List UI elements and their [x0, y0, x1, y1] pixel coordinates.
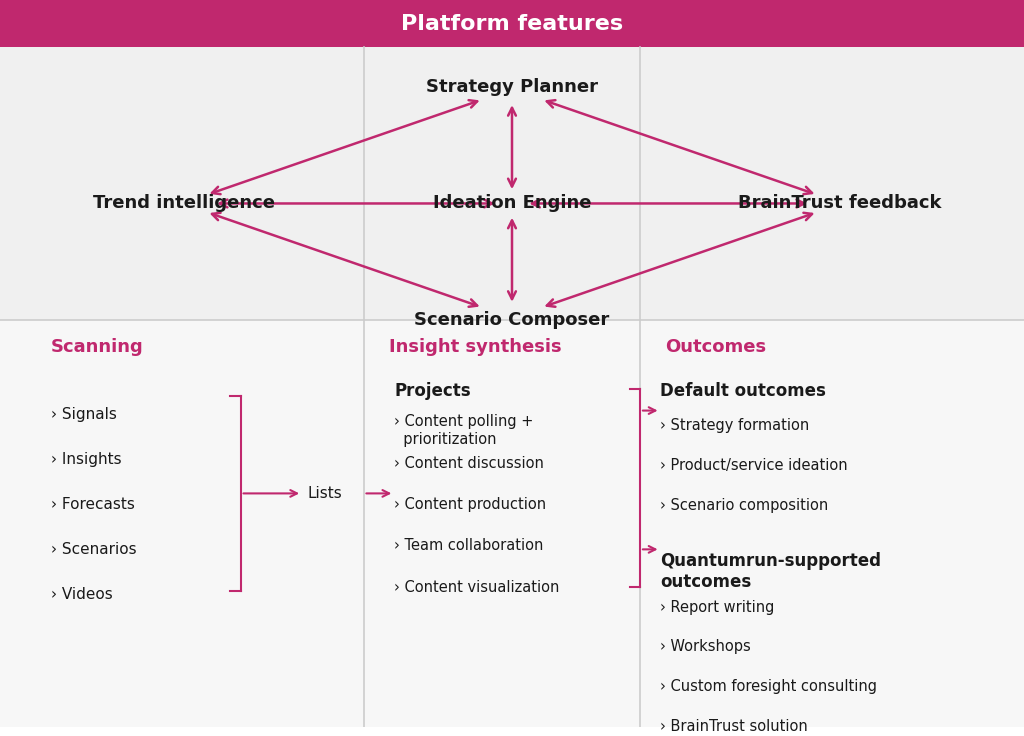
Text: › Videos: › Videos [51, 587, 113, 602]
Text: Ideation Engine: Ideation Engine [433, 194, 591, 213]
Text: › Strategy formation: › Strategy formation [660, 418, 810, 433]
FancyBboxPatch shape [0, 47, 1024, 319]
Text: › BrainTrust solution: › BrainTrust solution [660, 719, 808, 735]
Text: › Scenarios: › Scenarios [51, 542, 137, 557]
Text: › Forecasts: › Forecasts [51, 497, 135, 512]
Text: Scenario Composer: Scenario Composer [415, 311, 609, 329]
Text: › Content visualization: › Content visualization [394, 580, 559, 595]
Text: › Content discussion: › Content discussion [394, 456, 544, 470]
Text: › Report writing: › Report writing [660, 600, 775, 615]
Text: › Content polling +
  prioritization: › Content polling + prioritization [394, 414, 534, 447]
Text: BrainTrust feedback: BrainTrust feedback [738, 194, 941, 213]
FancyBboxPatch shape [0, 0, 1024, 47]
Text: Platform features: Platform features [401, 14, 623, 34]
Text: › Scenario composition: › Scenario composition [660, 498, 828, 513]
Text: Default outcomes: Default outcomes [660, 381, 826, 400]
Text: › Team collaboration: › Team collaboration [394, 539, 544, 553]
Text: Insight synthesis: Insight synthesis [389, 338, 562, 356]
Text: › Workshops: › Workshops [660, 640, 752, 654]
Text: › Content production: › Content production [394, 497, 547, 512]
Text: Scanning: Scanning [51, 338, 144, 356]
Text: › Custom foresight consulting: › Custom foresight consulting [660, 679, 878, 695]
Text: Lists: Lists [307, 486, 342, 501]
Text: › Product/service ideation: › Product/service ideation [660, 458, 848, 473]
Text: Projects: Projects [394, 381, 471, 400]
Text: Outcomes: Outcomes [666, 338, 767, 356]
Text: Trend intelligence: Trend intelligence [93, 194, 275, 213]
FancyBboxPatch shape [0, 319, 1024, 726]
Text: Quantumrun-supported
outcomes: Quantumrun-supported outcomes [660, 552, 882, 591]
Text: › Insights: › Insights [51, 452, 122, 467]
Text: Strategy Planner: Strategy Planner [426, 78, 598, 96]
Text: › Signals: › Signals [51, 407, 117, 422]
